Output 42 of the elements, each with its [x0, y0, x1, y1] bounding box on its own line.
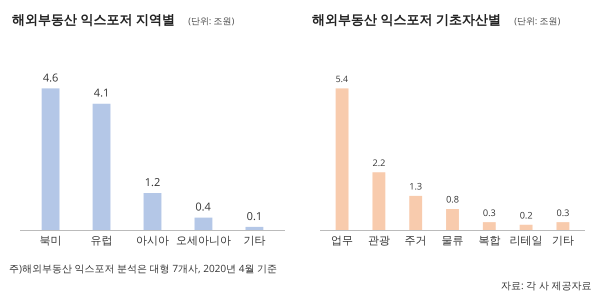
text: 주)해외부동산 익스포저 분석은 대형 7개사, 2020년 4월 기준 [9, 261, 278, 275]
x-tick-label: 리테일 [510, 233, 543, 248]
data-label: 1.3 [409, 180, 422, 193]
bar [446, 209, 459, 230]
x-tick-label: 업무 [331, 233, 354, 248]
x-tick-label: 북미 [40, 233, 62, 248]
chart-title: 해외부동산 익스포저 기초자산별 [312, 10, 501, 28]
data-label: 0.1 [246, 208, 262, 224]
text: 자료: 각 사 제공자료 [501, 278, 592, 292]
x-tick-label: 관광 [368, 233, 390, 248]
data-label: 0.8 [446, 192, 459, 206]
data-label: 0.3 [482, 206, 496, 219]
data-label: 0.4 [195, 200, 212, 215]
data-label: 4.1 [94, 86, 110, 101]
bar [482, 222, 496, 230]
bar [556, 222, 570, 230]
bar [194, 218, 212, 230]
chart-title: 해외부동산 익스포저 지역별 [12, 10, 175, 28]
x-tick-label: 기타 [243, 233, 266, 248]
data-label: 5.4 [336, 73, 348, 86]
bar [372, 172, 386, 230]
x-tick-label: 기타 [552, 233, 574, 248]
x-tick-label: 아시아 [136, 233, 169, 248]
data-label: 0.2 [520, 208, 533, 222]
bar [144, 193, 162, 230]
data-label: 1.2 [144, 175, 160, 190]
data-label: 0.3 [556, 206, 570, 219]
data-label: 4.6 [42, 70, 58, 86]
chart-subtitle: (단위: 조원) [514, 14, 561, 28]
bar [520, 224, 533, 230]
bar [246, 226, 264, 230]
x-tick-label: 오세아니아 [176, 233, 231, 248]
x-tick-label: 복합 [478, 233, 500, 248]
chart-subtitle: (단위: 조원) [188, 14, 235, 28]
bar [336, 88, 349, 230]
x-tick-label: 유럽 [90, 233, 113, 248]
bar [92, 104, 110, 230]
bar [409, 196, 422, 230]
x-tick-label: 물류 [442, 233, 464, 248]
bar [42, 88, 60, 230]
data-label: 2.2 [372, 156, 386, 169]
x-tick-label: 주거 [404, 233, 427, 248]
